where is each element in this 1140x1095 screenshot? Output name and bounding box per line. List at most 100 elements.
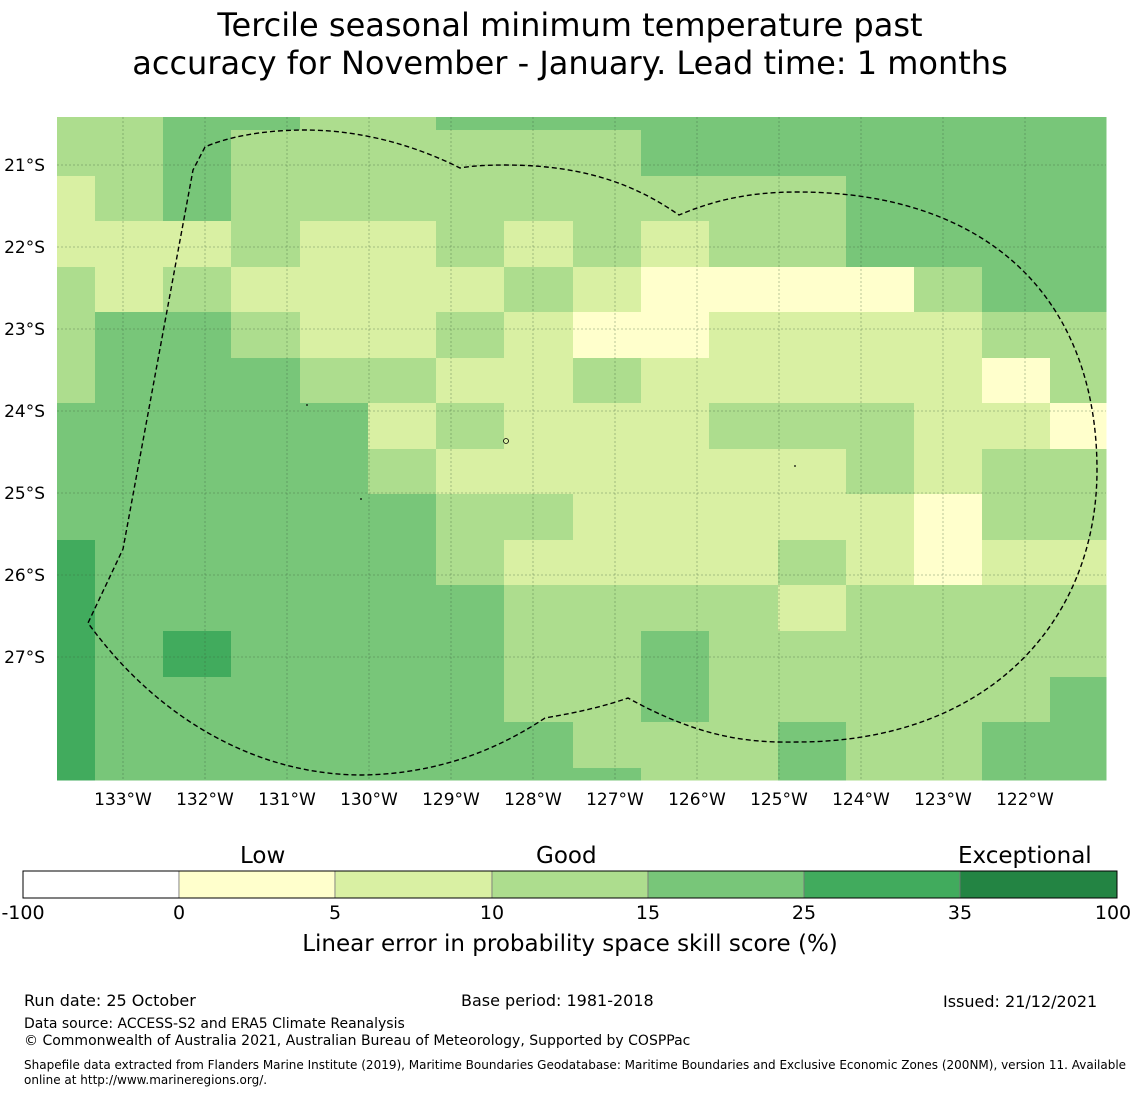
map-cell — [641, 267, 710, 313]
map-cell — [368, 585, 437, 632]
map-cell — [709, 677, 779, 723]
map-cell — [300, 176, 369, 222]
map-cell — [641, 449, 710, 495]
copyright: © Commonwealth of Australia 2021, Austra… — [24, 1033, 691, 1049]
map-cell — [436, 176, 505, 222]
map-cell — [368, 117, 437, 131]
map-cell — [231, 403, 301, 450]
map-cell — [163, 722, 232, 769]
map-cell — [1050, 312, 1107, 359]
map-cell — [231, 768, 301, 781]
map-cell — [778, 130, 847, 177]
map-cell — [300, 722, 369, 769]
colorbar-segment — [491, 870, 649, 899]
map-cell — [95, 449, 164, 495]
map-cell — [641, 768, 710, 781]
map-cell — [778, 267, 847, 313]
map-cell — [778, 449, 847, 495]
map-cell — [231, 267, 301, 313]
map-cell — [504, 221, 574, 268]
map-cell — [504, 631, 574, 678]
map-cell — [95, 631, 164, 678]
map-cell — [914, 449, 983, 495]
map-cell — [1050, 221, 1107, 268]
map-cell — [709, 117, 779, 131]
map-cell — [57, 312, 96, 359]
map-cell — [300, 267, 369, 313]
map-cell — [709, 312, 779, 359]
map-cell — [95, 677, 164, 723]
map-cell — [231, 449, 301, 495]
map-cell — [778, 117, 847, 131]
map-cell — [641, 130, 710, 177]
map-cell — [709, 449, 779, 495]
map-cell — [778, 768, 847, 781]
map-cell — [163, 221, 232, 268]
data-source: Data source: ACCESS-S2 and ERA5 Climate … — [24, 1016, 405, 1032]
map-cell — [573, 358, 642, 404]
map-cell — [1050, 722, 1107, 769]
map-cell — [846, 358, 915, 404]
map-cell — [846, 403, 915, 450]
map-cell — [641, 117, 710, 131]
map-cell — [95, 358, 164, 404]
colorbar-title: Linear error in probability space skill … — [302, 931, 838, 957]
map-cell — [57, 358, 96, 404]
map-cell — [368, 176, 437, 222]
colorbar-category-exceptional: Exceptional — [958, 843, 1092, 869]
map-cell — [436, 358, 505, 404]
longitude-labels: 133°W 132°W 131°W 130°W 129°W 128°W 127°W 126°W… — [94, 790, 1054, 810]
map-cell — [573, 631, 642, 678]
map-cell — [163, 312, 232, 359]
map-cell — [709, 403, 779, 450]
map-cell — [504, 768, 574, 781]
map-cell — [95, 722, 164, 769]
map-cell — [57, 221, 96, 268]
map-cell — [231, 540, 301, 586]
map-cell — [436, 585, 505, 632]
map-cell — [300, 631, 369, 678]
map-cell — [914, 267, 983, 313]
map-cell — [504, 176, 574, 222]
map-cell — [436, 631, 505, 678]
map-cell — [982, 403, 1051, 450]
map-cell — [982, 130, 1051, 177]
map-cell — [573, 130, 642, 177]
map-cell — [914, 494, 983, 541]
map-cell — [436, 540, 505, 586]
map-cell — [504, 585, 574, 632]
map-cell — [573, 585, 642, 632]
map-cell — [300, 585, 369, 632]
map-cell — [982, 221, 1051, 268]
map-cell — [1050, 677, 1107, 723]
map-cell — [641, 494, 710, 541]
map-cell — [504, 117, 574, 131]
colorbar-segment — [334, 870, 493, 899]
map-cell — [846, 768, 915, 781]
map-cell — [1050, 631, 1107, 678]
map-cell — [163, 677, 232, 723]
map-cell — [914, 540, 983, 586]
map-cell — [57, 768, 96, 781]
latitude-label: 23°S — [4, 320, 45, 340]
longitude-label: 131°W — [258, 790, 316, 810]
map-cell — [504, 722, 574, 769]
map-cell — [846, 494, 915, 541]
map-cell — [778, 176, 847, 222]
longitude-label: 123°W — [914, 790, 972, 810]
map-cell — [231, 176, 301, 222]
island-marker — [503, 438, 509, 444]
latitude-label: 26°S — [4, 566, 45, 586]
map-cell — [95, 768, 164, 781]
issued-date: Issued: 21/12/2021 — [943, 992, 1098, 1011]
map-cell — [163, 176, 232, 222]
map-cell — [982, 176, 1051, 222]
map-cell — [436, 221, 505, 268]
map-cell — [914, 585, 983, 632]
map-cell — [846, 176, 915, 222]
map-cell — [573, 494, 642, 541]
map-cell — [1050, 117, 1107, 131]
map-title: Tercile seasonal minimum temperature pas… — [0, 6, 1140, 82]
map-cell — [368, 130, 437, 177]
map-cell — [982, 358, 1051, 404]
